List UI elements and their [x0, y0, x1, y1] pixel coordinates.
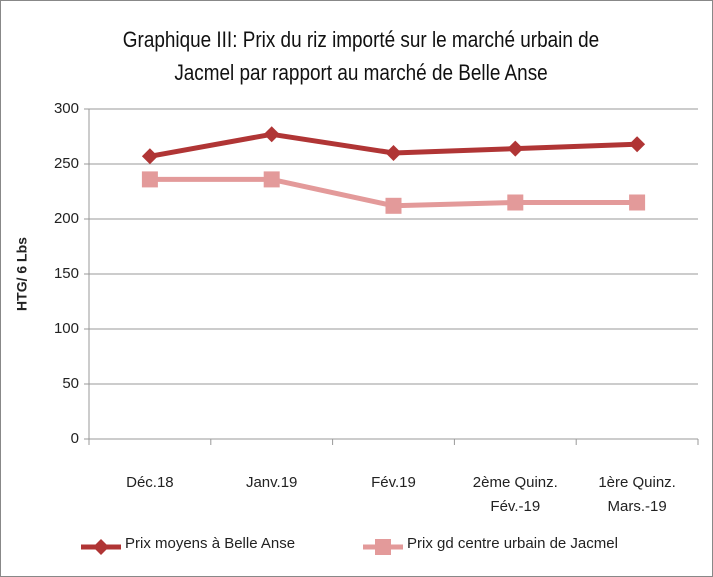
point-marker [263, 126, 280, 143]
y-tick-label: 250 [54, 155, 79, 172]
legend-marker [375, 539, 391, 555]
y-axis-label: HTG/ 6 Lbs [14, 237, 30, 311]
point-marker [385, 145, 402, 161]
y-tick-label: 100 [54, 320, 79, 337]
legend-marker [93, 539, 109, 555]
point-marker [385, 197, 402, 214]
y-tick-label: 50 [62, 375, 79, 392]
x-tick-label: Déc.18 [126, 474, 174, 491]
y-tick-label: 300 [54, 100, 79, 117]
point-marker [629, 194, 646, 211]
point-marker [141, 171, 158, 188]
x-tick-label: Fév.19 [371, 474, 416, 491]
point-marker [507, 194, 524, 211]
x-tick-label: 1ère Quinz. Mars.-19 [598, 474, 676, 515]
y-tick-label: 0 [71, 430, 79, 447]
chart-title: Graphique III: Prix du riz importé sur l… [122, 27, 600, 85]
point-marker [263, 171, 280, 188]
legend-label: Prix moyens à Belle Anse [125, 535, 296, 552]
x-tick-label: Janv.19 [245, 474, 298, 491]
y-tick-label: 200 [54, 210, 79, 227]
y-tick-label: 150 [54, 265, 79, 282]
point-marker [629, 136, 646, 153]
legend-label: Prix gd centre urbain de Jacmel [407, 535, 618, 552]
point-marker [507, 140, 524, 157]
point-marker [141, 148, 158, 165]
x-tick-label: 2ème Quinz. Fév.-19 [472, 474, 558, 515]
